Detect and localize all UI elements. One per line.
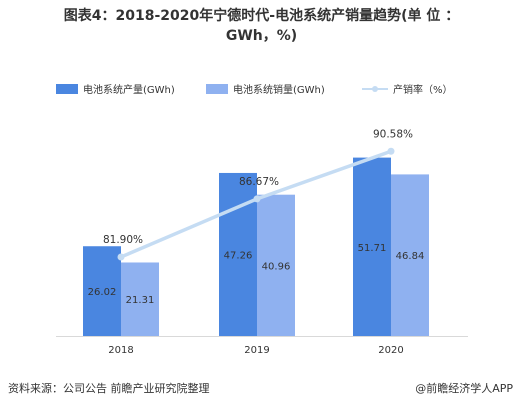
x-tick-label-2018: 2018: [108, 345, 133, 356]
legend-swatch-sales: [206, 83, 228, 94]
data-label-production-2018: 26.02: [88, 287, 117, 298]
bar-sales-2019: [257, 194, 295, 336]
data-label-production-2020: 51.71: [358, 243, 387, 254]
x-tick-label-2020: 2020: [378, 345, 403, 356]
legend-label-rate: 产销率（%）: [393, 85, 453, 96]
legend-label-production: 电池系统产量(GWh): [83, 85, 175, 96]
data-label-production-2019: 47.26: [224, 250, 253, 261]
bar-production-2020: [353, 157, 391, 336]
brand-credit: @前瞻经济学人APP: [415, 382, 513, 395]
rate-label-2019: 86.67%: [239, 176, 279, 188]
data-label-sales-2019: 40.96: [262, 261, 291, 272]
x-tick-label-2019: 2019: [244, 345, 269, 356]
bar-sales-2018: [121, 262, 159, 336]
bar-production-2018: [83, 246, 121, 336]
rate-point-2019: [253, 195, 261, 203]
chart-title: 图表4：2018-2020年宁德时代-电池系统产销量趋势(单 位 ： GWh，%…: [0, 6, 523, 46]
legend-item-rate: 产销率（%）: [362, 81, 453, 96]
chart-title-line1: 图表4：2018-2020年宁德时代-电池系统产销量趋势(单 位 ：: [63, 8, 460, 24]
data-label-sales-2018: 21.31: [126, 295, 155, 306]
chart-legend: 电池系统产量(GWh) 电池系统销量(GWh) 产销率（%）: [0, 81, 523, 97]
legend-label-sales: 电池系统销量(GWh): [233, 85, 325, 96]
legend-item-sales: 电池系统销量(GWh): [206, 81, 325, 96]
legend-line-rate: [362, 84, 388, 94]
bar-sales-2020: [391, 174, 429, 336]
legend-item-production: 电池系统产量(GWh): [56, 81, 175, 96]
chart-title-line2: GWh，%): [225, 28, 298, 44]
rate-label-2020: 90.58%: [373, 128, 413, 140]
source-note: 资料来源：公司公告 前瞻产业研究院整理: [8, 382, 210, 395]
legend-swatch-production: [56, 83, 78, 94]
rate-label-2018: 81.90%: [103, 234, 143, 246]
rate-point-2020: [387, 147, 395, 155]
data-label-sales-2020: 46.84: [396, 251, 425, 262]
rate-point-2018: [117, 253, 125, 261]
